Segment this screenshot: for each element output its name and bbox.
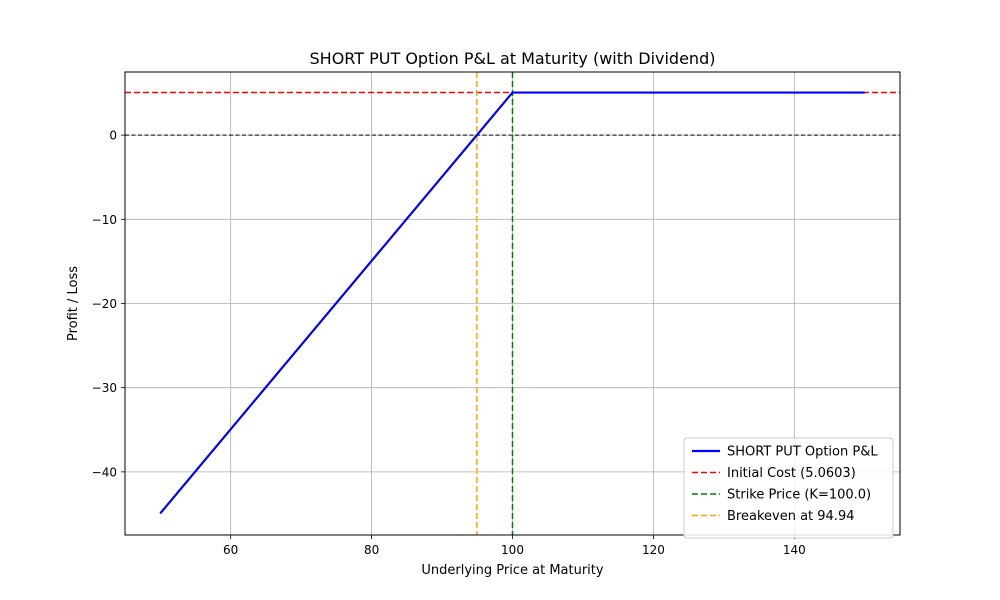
x-tick-label: 140 xyxy=(783,543,806,557)
y-tick-label: 0 xyxy=(109,129,117,143)
x-tick-label: 100 xyxy=(501,543,524,557)
y-tick-label: −30 xyxy=(92,381,117,395)
plot-area xyxy=(125,72,900,535)
legend-label: Strike Price (K=100.0) xyxy=(727,488,871,503)
y-tick-label: −20 xyxy=(92,297,117,311)
series-line-0 xyxy=(159,91,865,515)
chart-title: SHORT PUT Option P&L at Maturity (with D… xyxy=(310,49,716,68)
legend-label: Breakeven at 94.94 xyxy=(727,509,854,524)
y-tick-label: −40 xyxy=(92,465,117,479)
x-tick-label: 80 xyxy=(364,543,379,557)
legend-label: SHORT PUT Option P&L xyxy=(727,445,878,460)
legend-box xyxy=(683,437,894,539)
axes: 60 80 100 120 140 −40 −30 −20 −10 0 xyxy=(92,71,901,557)
x-tick-label: 120 xyxy=(642,543,665,557)
legend: SHORT PUT Option P&L Initial Cost (5.0603… xyxy=(683,437,894,539)
y-axis-label: Profit / Loss xyxy=(66,266,81,341)
y-tick-label: −10 xyxy=(92,213,117,227)
x-axis-label: Underlying Price at Maturity xyxy=(421,563,604,578)
x-tick-label: 60 xyxy=(223,543,238,557)
plot-content xyxy=(125,72,900,535)
legend-label: Initial Cost (5.0603) xyxy=(727,466,856,481)
